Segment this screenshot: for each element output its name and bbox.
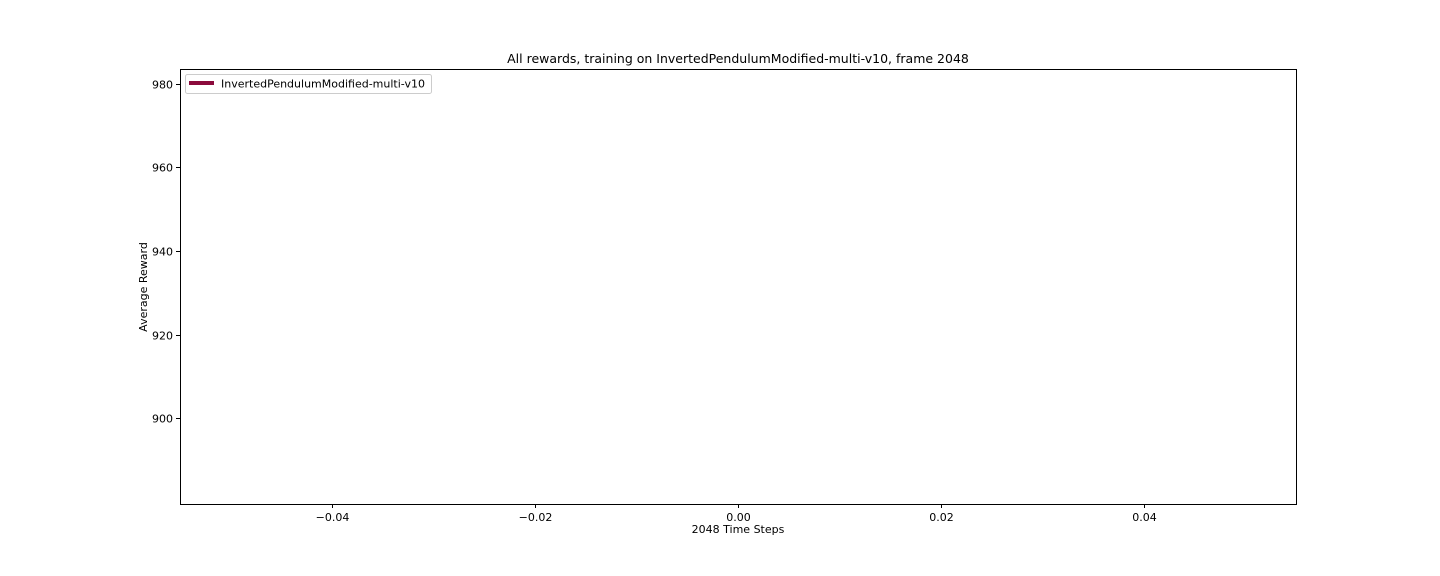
y-tick-label: 980 — [152, 79, 173, 92]
plot-area — [180, 69, 1297, 505]
plot-background — [180, 69, 1296, 504]
chart-title: All rewards, training on InvertedPendulu… — [507, 51, 969, 66]
y-axis: 900 920 940 960 980 — [152, 79, 180, 426]
legend-label: InvertedPendulumModified-multi-v10 — [221, 78, 425, 91]
y-axis-label: Average Reward — [137, 242, 150, 332]
x-axis: −0.04 −0.02 0.00 0.02 0.04 — [316, 504, 1157, 524]
x-axis-label: 2048 Time Steps — [692, 523, 785, 536]
legend: InvertedPendulumModified-multi-v10 — [185, 74, 432, 94]
x-tick-label: 0.00 — [726, 511, 751, 524]
y-tick-label: 900 — [152, 413, 173, 426]
x-tick-label: −0.02 — [519, 511, 553, 524]
y-tick-label: 920 — [152, 330, 173, 343]
legend-box — [185, 74, 432, 94]
y-tick-label: 940 — [152, 246, 173, 259]
x-tick-label: 0.04 — [1132, 511, 1157, 524]
y-tick-label: 960 — [152, 162, 173, 175]
x-tick-label: −0.04 — [316, 511, 350, 524]
x-tick-label: 0.02 — [929, 511, 954, 524]
